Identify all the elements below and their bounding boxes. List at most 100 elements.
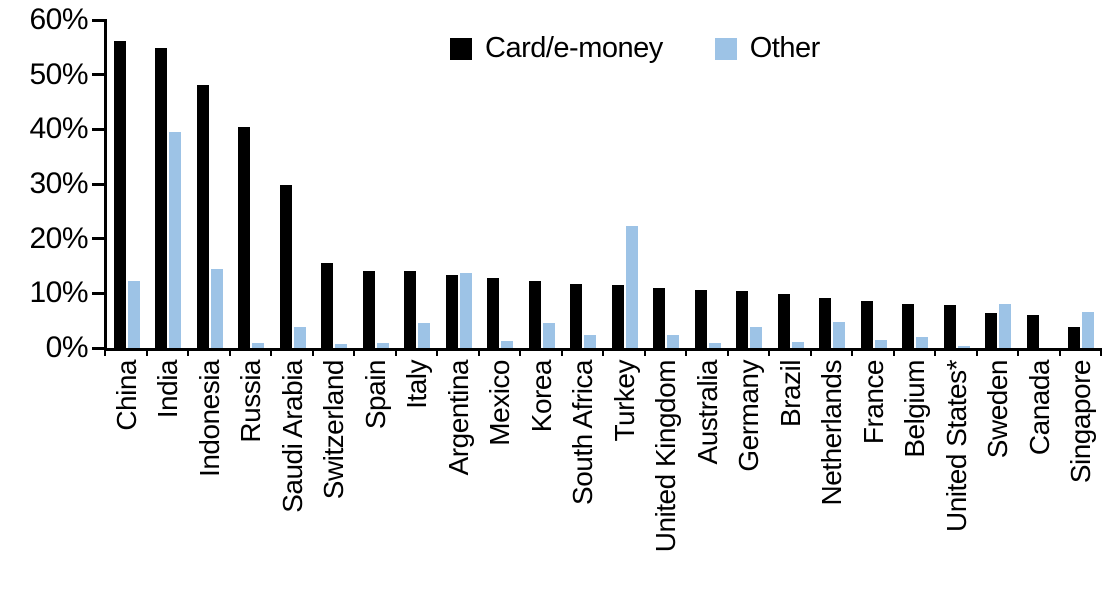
bar-group — [604, 20, 646, 348]
x-axis-tick-mark — [145, 348, 148, 356]
bar-group — [1061, 20, 1103, 348]
x-axis-tick-mark — [477, 348, 480, 356]
x-axis-label: China — [110, 360, 142, 431]
bar-other — [127, 280, 140, 348]
bar-other — [418, 323, 431, 348]
x-axis-label-cell: Canada — [1019, 360, 1061, 594]
x-axis-tick-mark — [187, 348, 189, 356]
x-axis-label-cell: Italy — [397, 360, 439, 594]
bar-card-e-money — [570, 284, 583, 348]
x-axis-tick-mark — [809, 348, 812, 356]
x-axis-label: Canada — [1023, 360, 1055, 456]
bar-card-e-money — [279, 185, 292, 348]
y-axis-tick-mark — [92, 237, 106, 241]
bar-card-e-money — [404, 270, 417, 348]
x-axis-tick-mark — [394, 348, 397, 356]
bar-other — [750, 326, 763, 348]
y-axis-tick-mark — [92, 127, 106, 131]
bar-card-e-money — [860, 301, 873, 348]
x-axis-tick-mark — [975, 348, 978, 356]
bar-group — [314, 20, 356, 348]
x-axis-label-cell: Belgium — [895, 360, 937, 594]
x-axis-tick-mark — [934, 348, 936, 356]
x-axis-label-cell: Brazil — [770, 360, 812, 594]
legend-swatch-other-icon — [714, 37, 737, 60]
bar-other — [210, 269, 223, 348]
x-axis-label: South Africa — [567, 360, 599, 505]
bar-other — [625, 225, 638, 348]
bar-card-e-money — [238, 127, 251, 348]
bar-other — [293, 326, 306, 348]
bar-group — [438, 20, 480, 348]
bar-card-e-money — [196, 84, 209, 348]
x-axis-label: United Kingdom — [650, 360, 682, 553]
legend-swatch-card-e-money-icon — [450, 37, 472, 60]
x-axis-label: Mexico — [484, 360, 516, 446]
x-axis-label-cell: Saudi Arabia — [272, 360, 314, 594]
x-axis-label-cell: India — [148, 360, 190, 594]
bar-other — [957, 345, 970, 348]
bar-card-e-money — [902, 303, 915, 348]
x-axis-label-cell: Turkey — [604, 360, 646, 594]
legend-label-other: Other — [749, 32, 821, 64]
bar-card-e-money — [321, 262, 334, 348]
bar-card-e-money — [528, 281, 541, 348]
x-axis-label-cell: France — [853, 360, 895, 594]
bar-other — [791, 342, 804, 348]
x-axis-label: Germany — [733, 360, 765, 472]
x-axis-label: Brazil — [774, 360, 806, 428]
bar-group — [978, 20, 1020, 348]
y-axis-tick-label: 40% — [29, 112, 88, 146]
x-axis-label: Switzerland — [318, 360, 350, 500]
y-axis-tick-mark — [92, 18, 106, 22]
x-axis-label: United States* — [940, 360, 972, 532]
bar-group — [646, 20, 688, 348]
bar-group — [770, 20, 812, 348]
x-axis-tick-mark — [643, 348, 646, 356]
x-axis-tick-mark — [851, 348, 853, 356]
x-axis-label: Russia — [235, 360, 267, 443]
x-axis-tick-mark — [104, 348, 106, 356]
bar-card-e-money — [487, 277, 500, 348]
bar-card-e-money — [694, 289, 707, 348]
x-axis-label: France — [857, 360, 889, 445]
x-axis-label: Saudi Arabia — [276, 360, 308, 513]
x-axis-label: Korea — [525, 360, 557, 433]
x-axis-label-cell: Argentina — [438, 360, 480, 594]
x-axis-tick-mark — [270, 348, 272, 356]
x-axis-label-cell: Germany — [729, 360, 771, 594]
bar-group — [106, 20, 148, 348]
bar-group — [189, 20, 231, 348]
y-axis-tick-label: 30% — [29, 167, 88, 200]
bar-group — [521, 20, 563, 348]
bar-other — [501, 341, 514, 348]
x-axis-labels: China India Indonesia Russia Saudi Arabia Swi… — [106, 360, 1102, 594]
y-axis-tick-label: 10% — [29, 276, 88, 310]
y-axis-tick-mark — [92, 346, 106, 350]
bar-other — [252, 342, 265, 348]
bar-group — [397, 20, 439, 348]
x-axis-label-cell: Switzerland — [314, 360, 356, 594]
bar-card-e-money — [155, 47, 168, 348]
plot-area — [106, 20, 1102, 348]
y-axis-tick-label: 50% — [29, 57, 88, 91]
x-axis-label: Indonesia — [193, 360, 225, 477]
bar-card-e-money — [1068, 326, 1081, 348]
x-axis-label: Singapore — [1065, 360, 1097, 484]
legend-item-other: Other — [714, 32, 821, 65]
x-axis-label: Italy — [401, 360, 433, 409]
legend: Card/e-money Other — [450, 32, 820, 65]
x-axis-tick-mark — [768, 348, 770, 356]
x-axis-tick-mark — [560, 348, 563, 356]
bar-group — [272, 20, 314, 348]
y-axis-tick-label: 0% — [45, 331, 89, 364]
bar-card-e-money — [653, 287, 666, 348]
x-axis-label: Spain — [359, 360, 391, 430]
x-axis-tick-mark — [1100, 348, 1102, 356]
bar-group — [231, 20, 273, 348]
bar-group — [729, 20, 771, 348]
bar-group — [355, 20, 397, 348]
bar-group — [812, 20, 854, 348]
bar-other — [667, 335, 680, 348]
x-axis-tick-mark — [311, 348, 314, 356]
